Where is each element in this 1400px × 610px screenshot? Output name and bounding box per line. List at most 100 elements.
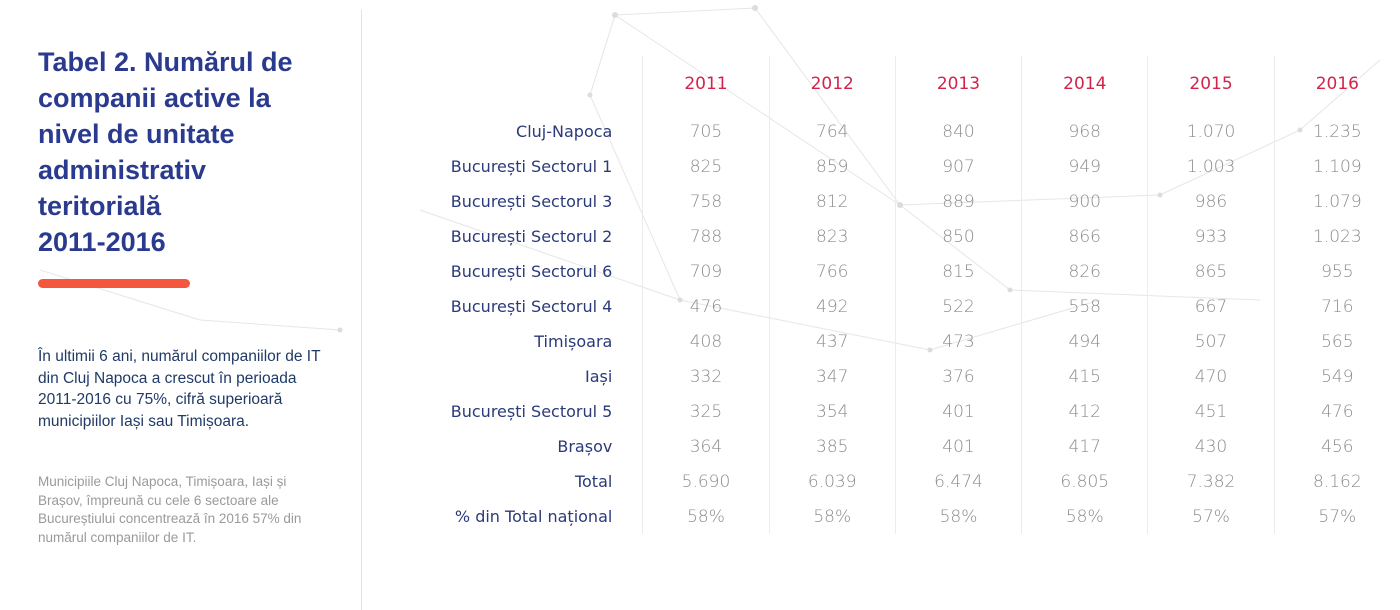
page-title: Tabel 2. Numărul de companii active la n… <box>38 47 293 257</box>
table-cell: 7.382 <box>1147 464 1275 499</box>
table-row: Total 5.690 6.039 6.474 6.805 7.382 8.162 <box>380 464 1400 499</box>
table-cell: 968 <box>1021 111 1148 149</box>
table-cell: 470 <box>1147 359 1275 394</box>
table-row: Timișoara 408 437 473 494 507 565 <box>380 324 1400 359</box>
table-cell: 430 <box>1147 429 1275 464</box>
table-cell: 949 <box>1021 149 1148 184</box>
table-row: București Sectorul 4 476 492 522 558 667 716 <box>380 289 1400 324</box>
row-label: % din Total național <box>454 507 613 526</box>
table-cell: 955 <box>1273 254 1400 289</box>
table-cell: 6.039 <box>768 464 896 499</box>
table-cell: 415 <box>1021 359 1148 394</box>
table-cell: 549 <box>1273 359 1400 394</box>
table-cell: 401 <box>894 394 1022 429</box>
row-label: București Sectorul 1 <box>450 157 613 176</box>
table-cell: 417 <box>1021 429 1148 464</box>
table-cell: 476 <box>1273 394 1400 429</box>
table-cell: 401 <box>894 429 1022 464</box>
row-label: Timișoara <box>534 332 613 351</box>
row-label: București Sectorul 3 <box>450 192 613 211</box>
table-cell: 716 <box>1273 289 1400 324</box>
table-cell: 1.070 <box>1147 111 1275 149</box>
table-cell: 473 <box>894 324 1022 359</box>
table-cell: 1.079 <box>1273 184 1400 219</box>
table-cell: 1.003 <box>1147 149 1275 184</box>
column-header-2013: 2013 <box>894 56 1022 111</box>
column-divider <box>361 10 362 610</box>
table-cell: 58% <box>768 499 896 534</box>
table-cell: 907 <box>894 149 1022 184</box>
row-label: Brașov <box>557 437 613 456</box>
table-cell: 364 <box>642 429 770 464</box>
table-cell: 492 <box>768 289 896 324</box>
table-cell: 385 <box>768 429 896 464</box>
table-cell: 6.474 <box>894 464 1022 499</box>
table-cell: 332 <box>642 359 770 394</box>
table-cell: 840 <box>894 111 1022 149</box>
table-cell: 58% <box>1021 499 1148 534</box>
table-cell: 823 <box>768 219 896 254</box>
table-cell: 522 <box>894 289 1022 324</box>
table-cell: 57% <box>1147 499 1275 534</box>
table-cell: 565 <box>1273 324 1400 359</box>
table-cell: 826 <box>1021 254 1148 289</box>
row-label: Iași <box>585 367 613 386</box>
table-cell: 456 <box>1273 429 1400 464</box>
table-cell: 476 <box>642 289 770 324</box>
table-cell: 850 <box>894 219 1022 254</box>
table-row: % din Total național 58% 58% 58% 58% 57% 57% <box>380 499 1400 534</box>
lead-paragraph: În ultimii 6 ani, numărul companiilor de… <box>38 348 321 430</box>
table-cell: 58% <box>894 499 1022 534</box>
table-cell: 376 <box>894 359 1022 394</box>
table-row: Iași 332 347 376 415 470 549 <box>380 359 1400 394</box>
table-cell: 1.235 <box>1273 111 1400 149</box>
column-header-2011: 2011 <box>642 56 770 111</box>
table-cell: 1.023 <box>1273 219 1400 254</box>
table-cell: 866 <box>1021 219 1148 254</box>
table-cell: 788 <box>642 219 770 254</box>
table-cell: 709 <box>642 254 770 289</box>
data-table: 2011 2012 2013 2014 2015 2016 Cluj-Napoca 705 7… <box>380 56 1400 534</box>
table-cell: 933 <box>1147 219 1275 254</box>
column-header-2016: 2016 <box>1273 56 1400 111</box>
table-cell: 6.805 <box>1021 464 1148 499</box>
table-body: Cluj-Napoca 705 764 840 968 1.070 1.235 Bucureș… <box>380 111 1400 534</box>
table-cell: 451 <box>1147 394 1275 429</box>
table-cell: 347 <box>768 359 896 394</box>
table-cell: 1.109 <box>1273 149 1400 184</box>
column-header-2012: 2012 <box>768 56 896 111</box>
table-cell: 815 <box>894 254 1022 289</box>
table-cell: 900 <box>1021 184 1148 219</box>
table-cell: 58% <box>642 499 770 534</box>
table-cell: 865 <box>1147 254 1275 289</box>
table-cell: 5.690 <box>642 464 770 499</box>
table-row: București Sectorul 1 825 859 907 949 1.003 1.1… <box>380 149 1400 184</box>
title-accent-bar <box>38 279 190 288</box>
note-paragraph: Municipiile Cluj Napoca, Timișoara, Iași… <box>38 474 302 545</box>
row-label: București Sectorul 6 <box>450 262 613 281</box>
table-row: Cluj-Napoca 705 764 840 968 1.070 1.235 <box>380 111 1400 149</box>
table-cell: 494 <box>1021 324 1148 359</box>
header-row: 2011 2012 2013 2014 2015 2016 <box>380 56 1400 111</box>
table-cell: 859 <box>768 149 896 184</box>
table-cell: 812 <box>768 184 896 219</box>
table-cell: 437 <box>768 324 896 359</box>
table-row: București Sectorul 3 758 812 889 900 986 1.079 <box>380 184 1400 219</box>
corner-cell <box>380 56 643 111</box>
table-cell: 354 <box>768 394 896 429</box>
table-cell: 764 <box>768 111 896 149</box>
table-row: București Sectorul 5 325 354 401 412 451 476 <box>380 394 1400 429</box>
table-cell: 412 <box>1021 394 1148 429</box>
table-cell: 558 <box>1021 289 1148 324</box>
table-cell: 766 <box>768 254 896 289</box>
table-cell: 325 <box>642 394 770 429</box>
table-cell: 507 <box>1147 324 1275 359</box>
table-cell: 408 <box>642 324 770 359</box>
table-row: București Sectorul 6 709 766 815 826 865 955 <box>380 254 1400 289</box>
row-label: București Sectorul 4 <box>450 297 613 316</box>
table-row: Brașov 364 385 401 417 430 456 <box>380 429 1400 464</box>
table-cell: 705 <box>642 111 770 149</box>
table-cell: 825 <box>642 149 770 184</box>
row-label: Cluj-Napoca <box>516 122 613 141</box>
sidebar-panel: Tabel 2. Numărul de companii active la n… <box>0 0 362 610</box>
